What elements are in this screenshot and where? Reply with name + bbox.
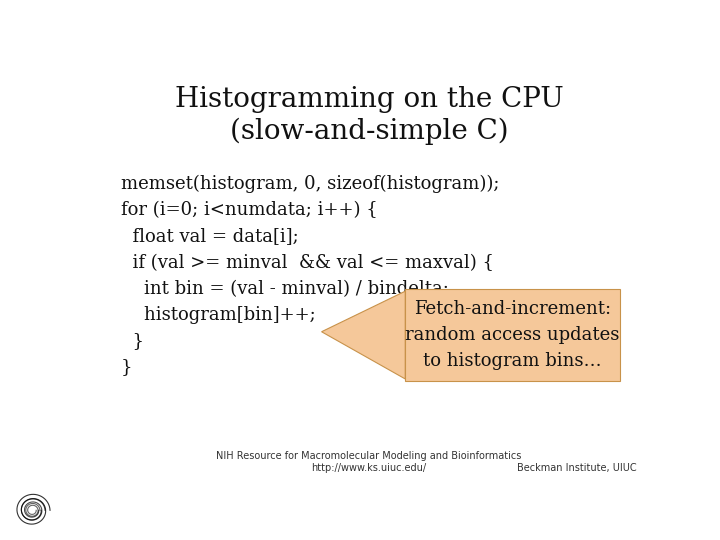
Text: }: } bbox=[121, 359, 132, 376]
Text: NIH Resource for Macromolecular Modeling and Bioinformatics
http://www.ks.uiuc.e: NIH Resource for Macromolecular Modeling… bbox=[216, 451, 522, 473]
Text: histogram[bin]++;: histogram[bin]++; bbox=[121, 306, 315, 324]
Text: memset(histogram, 0, sizeof(histogram));: memset(histogram, 0, sizeof(histogram)); bbox=[121, 175, 499, 193]
Text: Histogramming on the CPU
(slow-and-simple C): Histogramming on the CPU (slow-and-simpl… bbox=[175, 85, 563, 145]
Polygon shape bbox=[322, 291, 405, 379]
Text: }: } bbox=[121, 332, 144, 350]
Text: Beckman Institute, UIUC: Beckman Institute, UIUC bbox=[517, 463, 637, 473]
Text: Fetch-and-increment:
random access updates
to histogram bins…: Fetch-and-increment: random access updat… bbox=[405, 300, 620, 370]
Text: if (val >= minval  && val <= maxval) {: if (val >= minval && val <= maxval) { bbox=[121, 254, 494, 272]
Text: int bin = (val - minval) / bindelta;: int bin = (val - minval) / bindelta; bbox=[121, 280, 449, 298]
FancyBboxPatch shape bbox=[405, 289, 620, 381]
Text: for (i=0; i<numdata; i++) {: for (i=0; i<numdata; i++) { bbox=[121, 201, 377, 219]
Text: float val = data[i];: float val = data[i]; bbox=[121, 227, 299, 245]
